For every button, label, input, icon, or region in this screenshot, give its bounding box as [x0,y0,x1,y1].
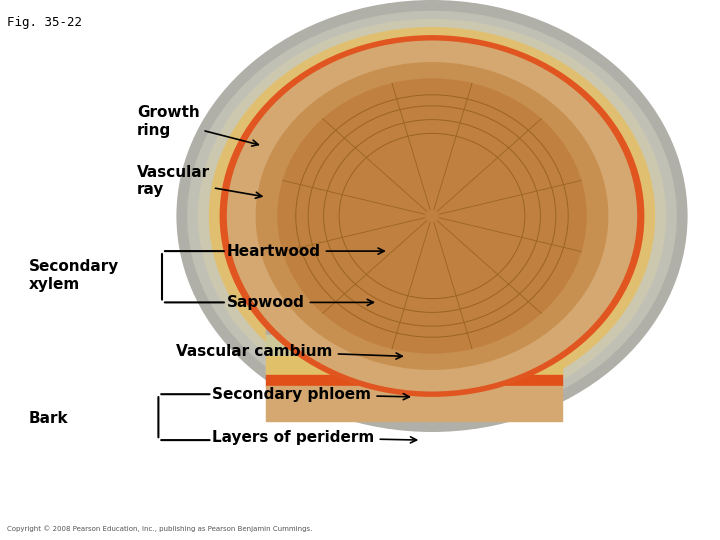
Text: Secondary
xylem: Secondary xylem [29,259,119,292]
Text: Vascular cambium: Vascular cambium [176,343,402,359]
Ellipse shape [176,0,688,432]
Text: Sapwood: Sapwood [227,295,374,310]
Text: Fig. 35-22: Fig. 35-22 [7,16,82,29]
Text: Copyright © 2008 Pearson Education, Inc., publishing as Pearson Benjamin Cumming: Copyright © 2008 Pearson Education, Inc.… [7,525,312,532]
Text: Layers of periderm: Layers of periderm [212,430,417,445]
Ellipse shape [187,11,677,421]
Ellipse shape [209,27,655,405]
Text: Vascular
ray: Vascular ray [137,165,262,198]
Ellipse shape [220,35,644,397]
Ellipse shape [277,78,587,354]
Text: Bark: Bark [29,411,68,426]
Ellipse shape [256,62,608,370]
Text: Secondary phloem: Secondary phloem [212,387,410,402]
Text: Growth
ring: Growth ring [137,105,258,146]
Text: Heartwood: Heartwood [227,244,384,259]
Ellipse shape [198,19,666,413]
Ellipse shape [227,40,637,392]
